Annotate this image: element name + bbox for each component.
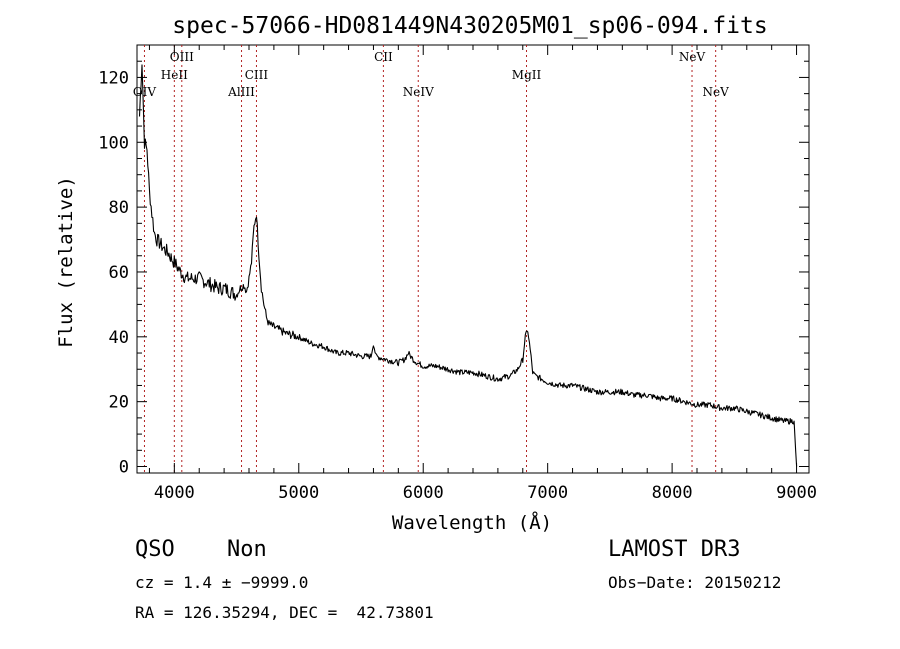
- emission-line-label: NeV: [679, 50, 706, 64]
- emission-line-label: CIII: [245, 68, 269, 82]
- x-tick-label: 8000: [652, 483, 693, 503]
- spectrum-chart: spec-57066-HD081449N430205M01_sp06-094.f…: [55, 13, 817, 534]
- y-tick-label: 20: [109, 393, 129, 413]
- y-axis-label: Flux (relative): [55, 176, 77, 348]
- x-tick-label: 9000: [776, 483, 817, 503]
- emission-line-markers: OIV HeII OIII AlIII CIII CII NeIV MgII NeV NeV: [133, 45, 729, 473]
- object-subclass: Non: [227, 537, 267, 562]
- spectrum-line: [138, 64, 798, 467]
- emission-line-label: OIII: [170, 50, 194, 64]
- x-tick-label: 4000: [154, 483, 195, 503]
- emission-line-label: AlIII: [227, 85, 255, 99]
- x-axis-label: Wavelength (Å): [392, 511, 552, 534]
- plot-frame: [136, 44, 810, 474]
- emission-line-label: NeIV: [403, 85, 434, 99]
- x-tick-label: 6000: [403, 483, 444, 503]
- observation-date: Obs−Date: 20150212: [608, 573, 782, 592]
- x-tick-label: 7000: [527, 483, 568, 503]
- y-tick-label: 100: [98, 133, 129, 153]
- x-tick-label: 5000: [278, 483, 319, 503]
- object-class: QSO: [135, 537, 175, 562]
- y-tick-label: 0: [119, 458, 129, 478]
- y-tick-label: 120: [98, 68, 129, 88]
- survey-name: LAMOST DR3: [608, 537, 741, 562]
- y-tick-label: 40: [109, 328, 129, 348]
- coordinates: RA = 126.35294, DEC = 42.73801: [135, 603, 434, 622]
- emission-line-label: NeV: [703, 85, 730, 99]
- y-tick-label: 60: [109, 263, 129, 283]
- emission-line-label: OIV: [133, 85, 157, 99]
- emission-line-label: HeII: [161, 68, 188, 82]
- emission-line-label: CII: [374, 50, 393, 64]
- emission-line-label: MgII: [512, 68, 542, 82]
- chart-title: spec-57066-HD081449N430205M01_sp06-094.f…: [172, 13, 767, 39]
- redshift-info: cz = 1.4 ± −9999.0: [135, 573, 309, 592]
- y-tick-label: 80: [109, 198, 129, 218]
- spectrum-series: [138, 64, 798, 467]
- axis-ticks: 4000 5000 6000 7000 8000 9000 0 20 40 60 80 100 120: [98, 45, 817, 503]
